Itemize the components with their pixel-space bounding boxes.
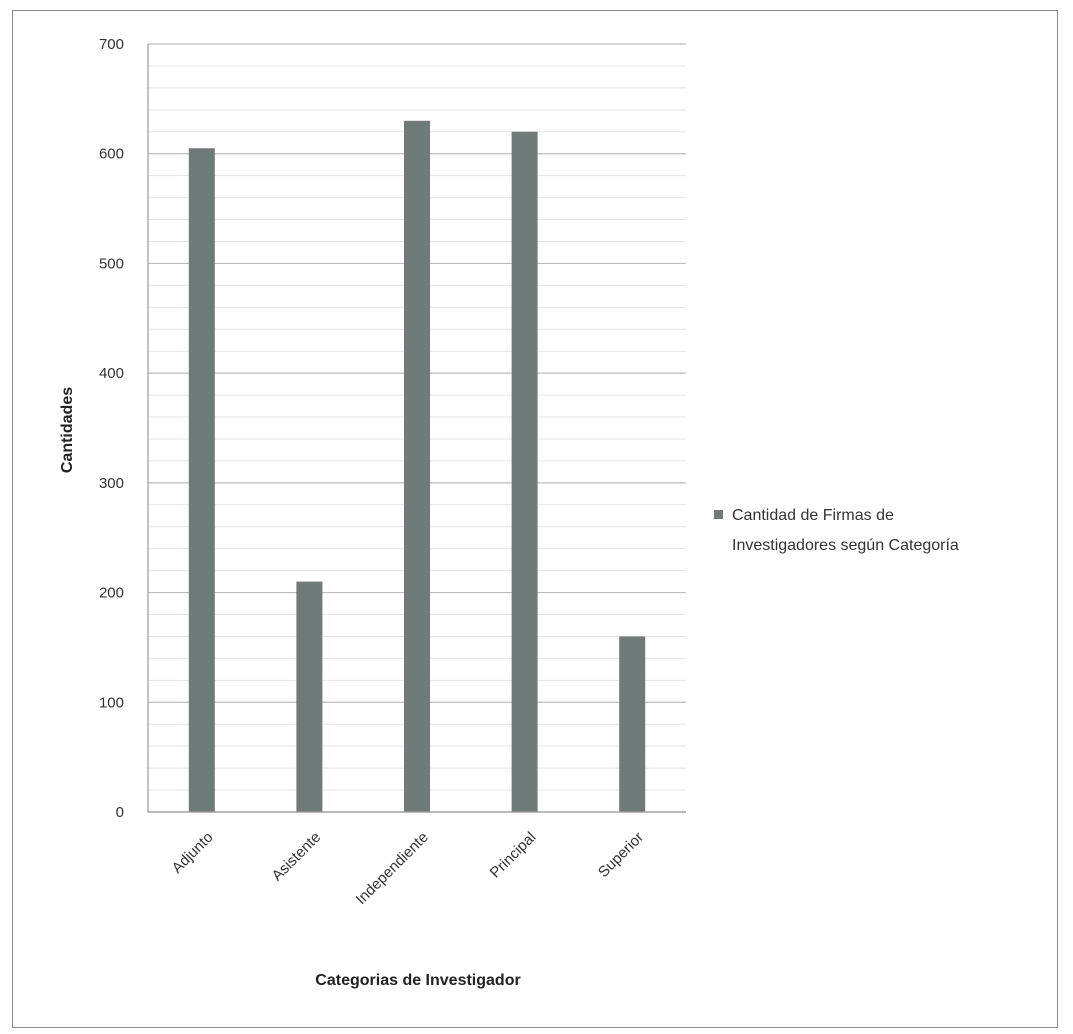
- y-tick-label: 400: [99, 365, 124, 382]
- bar-asistente: [296, 582, 322, 812]
- x-axis-title: Categorias de Investigador: [315, 972, 520, 989]
- bars: [189, 121, 645, 812]
- y-tick-label: 500: [99, 255, 124, 272]
- x-tick-label: Asistente: [269, 829, 325, 885]
- legend: Cantidad de Firmas de Investigadores seg…: [714, 507, 959, 554]
- bar-superior: [619, 636, 645, 812]
- y-axis-title: Cantidades: [59, 387, 76, 473]
- y-tick-label: 700: [99, 36, 124, 53]
- y-tick-label: 300: [99, 475, 124, 492]
- y-tick-labels: 0 100 200 300 400 500 600 700: [99, 36, 124, 821]
- x-tick-label: Superior: [595, 829, 647, 881]
- y-tick-label: 200: [99, 585, 124, 602]
- x-tick-label: Principal: [487, 829, 540, 882]
- legend-label-line-2: Investigadores según Categoría: [732, 537, 959, 554]
- y-tick-label: 0: [116, 804, 124, 821]
- y-tick-label: 100: [99, 694, 124, 711]
- x-tick-label: Adjunto: [169, 829, 217, 877]
- bar-independiente: [404, 121, 430, 812]
- legend-label-line-1: Cantidad de Firmas de: [732, 507, 894, 524]
- x-tick-label: Independiente: [353, 829, 432, 908]
- legend-swatch: [714, 510, 723, 519]
- y-tick-label: 600: [99, 146, 124, 163]
- bar-adjunto: [189, 148, 215, 812]
- x-tick-labels: Adjunto Asistente Independiente Principal Su…: [169, 829, 647, 908]
- bar-principal: [512, 132, 538, 812]
